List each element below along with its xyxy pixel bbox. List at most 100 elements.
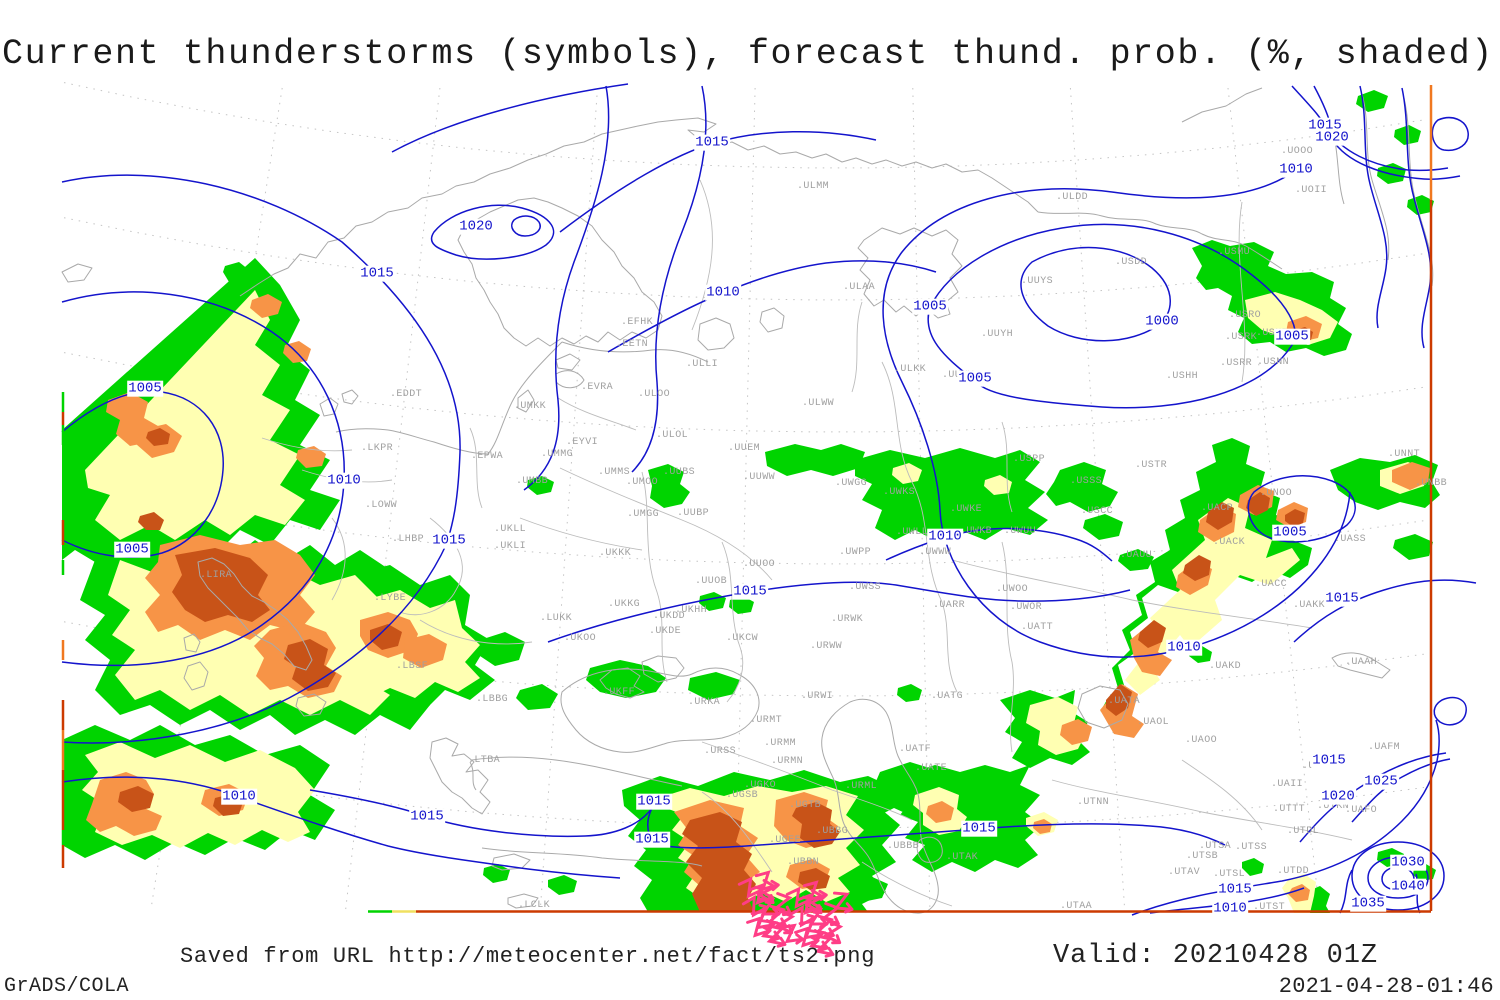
isobar-label: 1025 xyxy=(1363,773,1399,790)
station-label: .UWKB xyxy=(960,525,993,537)
shading-domain-boundary xyxy=(61,85,1433,913)
station-label: .UTDD xyxy=(1277,865,1310,877)
station-label: .LYBE xyxy=(374,592,407,604)
station-label: .UUOB xyxy=(695,575,728,587)
station-label: .UWKE xyxy=(950,503,983,515)
station-label: .USRO xyxy=(1229,309,1262,321)
station-label: .URWK xyxy=(831,613,864,625)
station-label: .LIRA xyxy=(200,569,233,581)
station-label: .LCLK xyxy=(518,899,551,911)
isobar-label: 1010 xyxy=(326,472,362,489)
isobar-label: 1005 xyxy=(114,541,150,558)
station-label: .UKKG xyxy=(608,598,641,610)
station-label: .UTSA xyxy=(1199,840,1232,852)
station-label: .LHBP xyxy=(392,533,425,545)
station-label: .UACP xyxy=(1201,502,1234,514)
station-label: .UTKN xyxy=(1317,800,1350,812)
saved-from-url-text: Saved from URL http://meteocenter.net/fa… xyxy=(180,944,876,969)
station-label: .UGEE xyxy=(769,834,802,846)
isobar-label: 1015 xyxy=(359,265,395,282)
station-label: .UTST xyxy=(1253,901,1286,913)
station-label: .UKLL xyxy=(494,523,527,535)
isobar-label: 1005 xyxy=(957,370,993,387)
page-title: Current thunderstorms (symbols), forecas… xyxy=(2,34,1494,74)
station-label: .UATG xyxy=(931,690,964,702)
station-label: .USMU xyxy=(1218,246,1251,258)
station-label: .UWOR xyxy=(1010,601,1043,613)
station-label: .UTAK xyxy=(946,851,979,863)
isobar-label: 1010 xyxy=(1212,900,1248,917)
isobar-label: 1015 xyxy=(1324,590,1360,607)
station-label: .UMMS xyxy=(598,466,631,478)
shade-red-layer xyxy=(118,327,1313,912)
station-label: .ULOO xyxy=(638,388,671,400)
isobar-label: 1015 xyxy=(1217,881,1253,898)
station-label: .UUWW xyxy=(743,471,776,483)
station-label: .UWKS xyxy=(883,486,916,498)
station-label: .LTBA xyxy=(468,754,501,766)
station-label: .UGKO xyxy=(744,779,777,791)
station-label: .ULAA xyxy=(843,281,876,293)
isobar-label: 1015 xyxy=(1311,752,1347,769)
station-label: .UKCW xyxy=(726,632,759,644)
station-label: .UAFM xyxy=(1368,741,1401,753)
station-label: .UATF xyxy=(899,743,932,755)
station-label: .UKOO xyxy=(564,632,597,644)
station-label: .UASS xyxy=(1334,533,1367,545)
station-label: .USHH xyxy=(1166,370,1199,382)
station-label: .UATT xyxy=(1021,621,1054,633)
station-label: .UKHH xyxy=(675,604,708,616)
station-label: .UMMG xyxy=(541,448,574,460)
station-label: .LKPR xyxy=(361,442,394,454)
isobar-label: 1000 xyxy=(1144,313,1180,330)
station-label: .UTSB xyxy=(1186,850,1219,862)
isobar-label: 1015 xyxy=(694,134,730,151)
isobar-label: 1020 xyxy=(1320,788,1356,805)
isobar-contours xyxy=(61,83,1477,916)
station-label: .URMN xyxy=(771,755,804,767)
station-label: .ULDD xyxy=(1056,191,1089,203)
station-label: .UKDD xyxy=(653,610,686,622)
station-label: .UTTT xyxy=(1273,803,1306,815)
country-borders-and-rivers xyxy=(261,179,1353,907)
station-label: .UNNT xyxy=(1388,448,1421,460)
station-label: .UTAA xyxy=(1060,900,1093,912)
station-label: .UATA xyxy=(1108,695,1141,707)
station-label: .UMBB xyxy=(516,475,549,487)
station-label: .UUYH xyxy=(981,328,1014,340)
station-label: .USRK xyxy=(1225,331,1258,343)
station-label: .USPP xyxy=(1013,453,1046,465)
station-label: .ULOL xyxy=(656,429,689,441)
station-label: .URSS xyxy=(704,745,737,757)
isobar-label: 1010 xyxy=(1166,639,1202,656)
station-label: .UOII xyxy=(1295,184,1328,196)
station-label: .ULKK xyxy=(894,363,927,375)
station-label: .UUBS xyxy=(663,466,696,478)
station-label: .UWWW xyxy=(919,546,952,558)
station-label: .UAKD xyxy=(1209,660,1242,672)
station-label: .ULWW xyxy=(802,397,835,409)
station-label: .UGSB xyxy=(726,789,759,801)
station-label: .UGTB xyxy=(789,799,822,811)
station-label: .EYVI xyxy=(566,436,599,448)
station-label: .LBSF xyxy=(396,660,429,672)
station-label: .UUEM xyxy=(728,442,761,454)
station-label: .UKKK xyxy=(599,547,632,559)
station-label: .UAKK xyxy=(1293,599,1326,611)
station-label: .EDDT xyxy=(390,388,423,400)
station-label: .URMT xyxy=(750,714,783,726)
station-label: .EVRA xyxy=(581,381,614,393)
isobar-label: 1035 xyxy=(1350,895,1386,912)
station-label: .UTSL xyxy=(1213,868,1246,880)
station-label: .UACC xyxy=(1255,578,1288,590)
station-label: .UUYS xyxy=(1021,275,1054,287)
isobar-label: 1015 xyxy=(961,820,997,837)
station-label: .UWOO xyxy=(996,583,1029,595)
station-label: .EPWA xyxy=(471,450,504,462)
station-label: .UMGG xyxy=(627,508,660,520)
station-label: .UUOO xyxy=(743,558,776,570)
station-label: .UTNN xyxy=(1077,796,1110,808)
station-label: .UACK xyxy=(1213,536,1246,548)
